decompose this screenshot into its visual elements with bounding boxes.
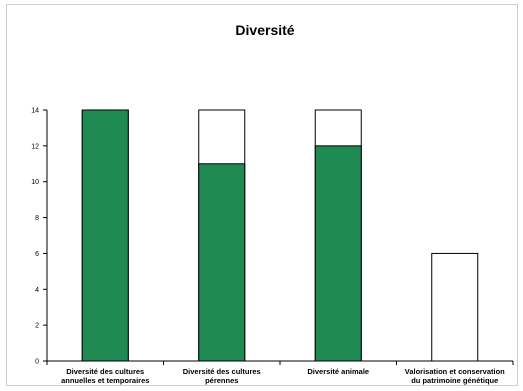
bar-chart: Diversité 0 2 4 6 8 10 12 14 Diversité des cult… [31, 22, 514, 385]
y-tick-label: 14 [31, 108, 39, 115]
chart-frame: Diversité 0 2 4 6 8 10 12 14 Diversité des cult… [6, 4, 518, 386]
x-category-label: Diversité des cultures [66, 367, 144, 376]
y-tick-label: 12 [31, 143, 39, 150]
bar-total [431, 252, 479, 362]
bar-achieved [81, 109, 129, 362]
y-tick-label: 8 [35, 215, 39, 222]
y-tick-label: 2 [35, 323, 39, 330]
y-tick-label: 0 [35, 359, 39, 366]
bar-achieved [198, 163, 246, 362]
bars [81, 109, 479, 362]
chart-title: Diversité [235, 22, 294, 38]
x-category-label: Valorisation et conservation [405, 367, 505, 376]
x-category-label: annuelles et temporaires [61, 376, 149, 385]
x-category-label: du patrimoine génétique [411, 376, 498, 385]
y-tick-label: 4 [35, 287, 39, 294]
x-category-label: Diversité animale [307, 367, 369, 376]
bar-achieved [314, 145, 362, 362]
x-category-label: Diversité des cultures [183, 367, 261, 376]
y-tick-label: 10 [31, 179, 39, 186]
x-category-label: pérennes [205, 376, 238, 385]
y-tick-label: 6 [35, 251, 39, 258]
